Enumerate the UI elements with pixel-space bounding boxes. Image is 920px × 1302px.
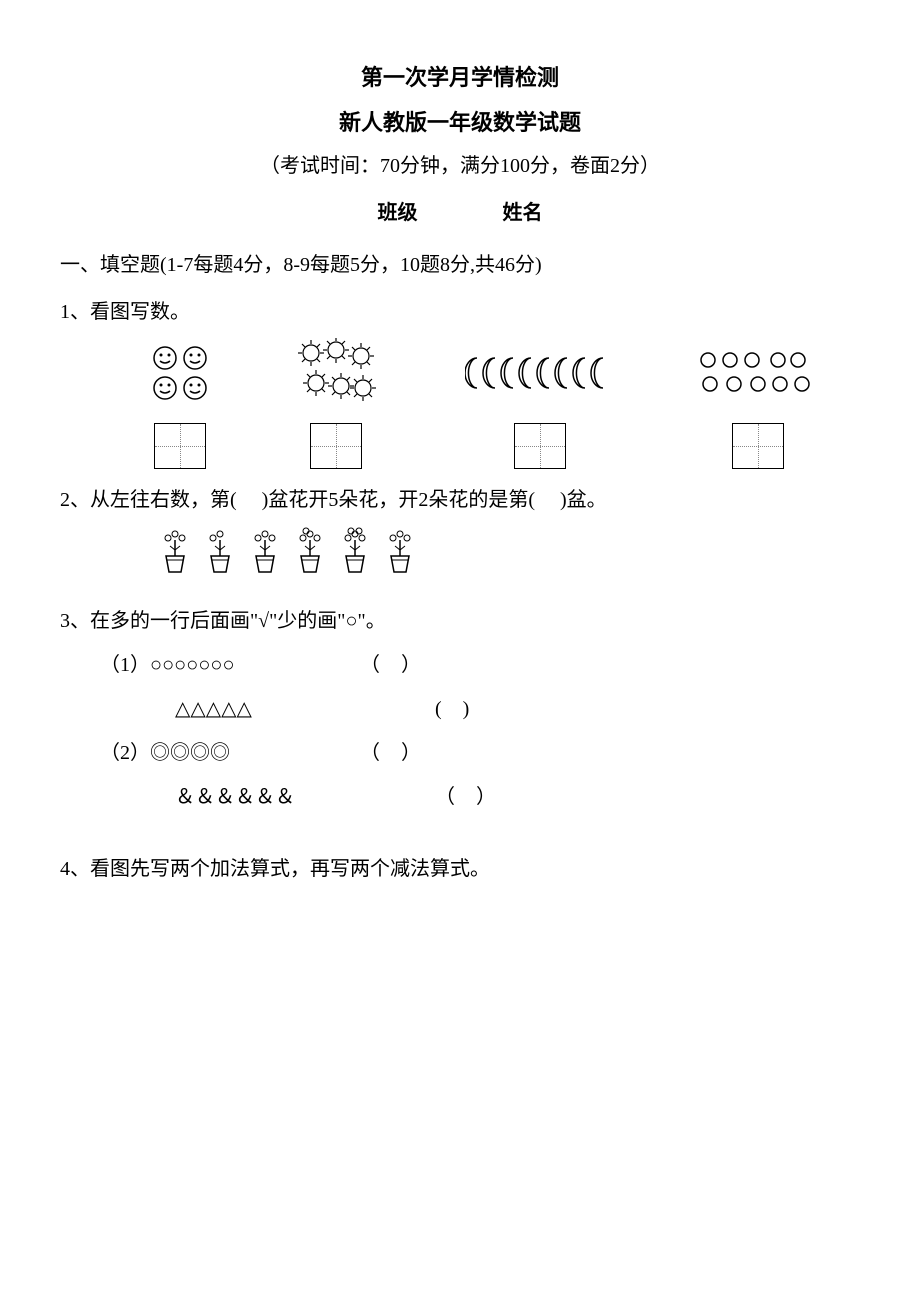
smiley-cluster — [152, 338, 208, 408]
circle-group-icon — [698, 348, 818, 398]
answer-box[interactable] — [154, 423, 206, 469]
q1-group-moon — [465, 338, 615, 469]
q1-group-sun — [291, 338, 381, 469]
q3-answer-paren[interactable]: （ ） — [435, 781, 504, 813]
smiley-icon — [152, 345, 178, 371]
name-label: 姓名 — [503, 197, 543, 229]
q1-figures — [110, 338, 860, 469]
moon-cluster — [465, 338, 615, 408]
q3-answer-paren[interactable]: ( ) — [435, 693, 477, 725]
flower-pot — [295, 526, 325, 585]
flower-pot — [250, 526, 280, 585]
q2-prompt: 2、从左往右数，第( )盆花开5朵花，开2朵花的是第( )盆。 — [60, 484, 860, 516]
class-label: 班级 — [378, 197, 418, 229]
q1-group-circle — [698, 338, 818, 469]
exam-info: （考试时间：70分钟，满分100分，卷面2分） — [60, 150, 860, 182]
flower-pot — [160, 526, 190, 585]
answer-box[interactable] — [514, 423, 566, 469]
q3-answer-paren[interactable]: （ ） — [360, 737, 429, 769]
sun-group-icon — [291, 338, 381, 408]
q3-row: （2）◎◎◎◎ （ ） — [100, 737, 860, 769]
circle-cluster — [698, 338, 818, 408]
moon-row-icon — [465, 353, 615, 393]
smiley-icon — [182, 375, 208, 401]
q3-symbols: ＆＆＆＆＆＆ — [175, 781, 395, 813]
q2-text-pre: 2、从左往右数，第( — [60, 489, 237, 511]
q1-group-smiley — [152, 338, 208, 469]
q3-answer-paren[interactable]: （ ） — [360, 649, 429, 681]
q1-prompt: 1、看图写数。 — [60, 296, 860, 328]
flower-pot-icon — [160, 526, 190, 576]
q3-prompt: 3、在多的一行后面画"√"少的画"○"。 — [60, 605, 860, 637]
flower-pot — [385, 526, 415, 585]
sun-cluster — [291, 338, 381, 408]
answer-box[interactable] — [732, 423, 784, 469]
exam-main-title: 第一次学月学情检测 — [60, 60, 860, 95]
student-fields: 班级 姓名 — [60, 197, 860, 229]
q2-text-post: )盆。 — [560, 489, 607, 511]
flower-pot — [205, 526, 235, 585]
flower-pot-icon — [385, 526, 415, 576]
q3-rows: （1）○○○○○○○ （ ） △△△△△ ( ) （2）◎◎◎◎ （ ） ＆＆＆＆＆＆ （ ） — [60, 649, 860, 813]
q3-symbols: （1）○○○○○○○ — [100, 649, 320, 681]
flower-pot — [340, 526, 370, 585]
q3-row: △△△△△ ( ) — [100, 693, 860, 725]
q3-symbols: （2）◎◎◎◎ — [100, 737, 320, 769]
smiley-icon — [182, 345, 208, 371]
q2-text-mid: )盆花开5朵花，开2朵花的是第( — [262, 489, 535, 511]
flower-pot-icon — [250, 526, 280, 576]
q2-pots — [160, 526, 860, 585]
q4-prompt: 4、看图先写两个加法算式，再写两个减法算式。 — [60, 853, 860, 885]
smiley-icon — [152, 375, 178, 401]
answer-box[interactable] — [310, 423, 362, 469]
q3-row: ＆＆＆＆＆＆ （ ） — [100, 781, 860, 813]
q3-symbols: △△△△△ — [175, 693, 395, 725]
flower-pot-icon — [295, 526, 325, 576]
section-1-title: 一、填空题(1-7每题4分，8-9每题5分，10题8分,共46分) — [60, 249, 860, 281]
q3-row: （1）○○○○○○○ （ ） — [100, 649, 860, 681]
flower-pot-icon — [205, 526, 235, 576]
flower-pot-icon — [340, 526, 370, 576]
exam-subtitle: 新人教版一年级数学试题 — [60, 105, 860, 140]
